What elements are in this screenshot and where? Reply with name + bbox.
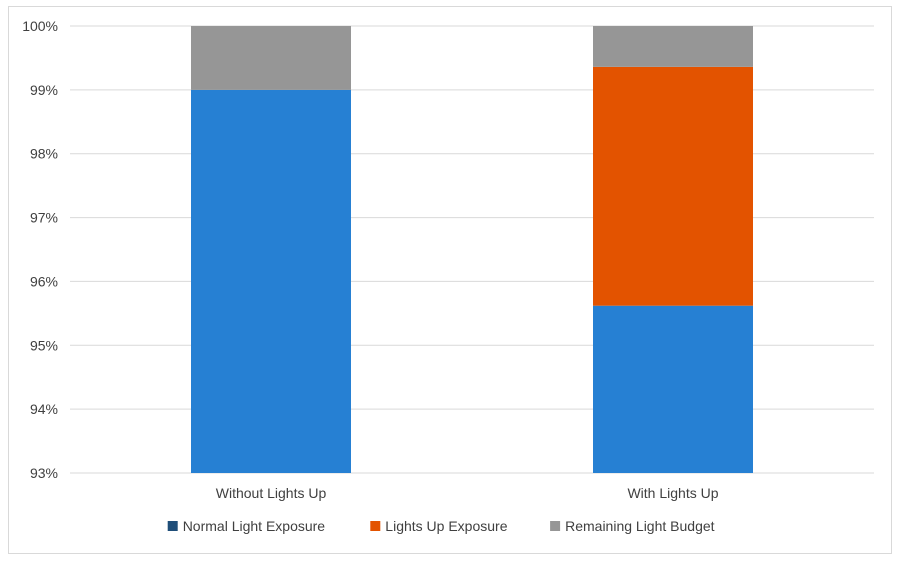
y-tick-label: 93% [30, 465, 58, 481]
y-tick-label: 99% [30, 82, 58, 98]
bar-segment-remaining-light-budget [593, 26, 753, 67]
x-category-label: With Lights Up [627, 485, 718, 501]
y-tick-label: 94% [30, 401, 58, 417]
y-tick-label: 98% [30, 146, 58, 162]
bar-segment-normal-light-exposure [191, 89, 351, 473]
legend-swatch [550, 521, 561, 531]
x-axis-category-labels: Without Lights Up With Lights Up [216, 485, 719, 501]
y-axis-tick-labels: 93% 94% 95% 96% 97% 98% 99% 100% [22, 18, 58, 481]
legend-swatch [167, 521, 178, 531]
bars [191, 26, 753, 473]
gridlines [70, 25, 874, 474]
legend-label: Lights Up Exposure [385, 518, 507, 534]
legend-item: Lights Up Exposure [370, 518, 508, 534]
bar-segment-remaining-light-budget [191, 26, 351, 90]
y-tick-label: 100% [22, 18, 58, 34]
y-tick-label: 95% [30, 337, 58, 353]
y-tick-label: 96% [30, 273, 58, 289]
bar-segment-lights-up-exposure [593, 66, 753, 306]
legend-label: Normal Light Exposure [183, 518, 326, 534]
bar-segment-normal-light-exposure [593, 305, 753, 473]
y-tick-label: 97% [30, 210, 58, 226]
legend-swatch [370, 521, 381, 531]
legend-item: Remaining Light Budget [550, 518, 715, 534]
legend-item: Normal Light Exposure [167, 518, 326, 534]
legend: Normal Light Exposure Lights Up Exposure R… [167, 518, 715, 534]
x-category-label: Without Lights Up [216, 485, 327, 501]
legend-label: Remaining Light Budget [565, 518, 715, 534]
